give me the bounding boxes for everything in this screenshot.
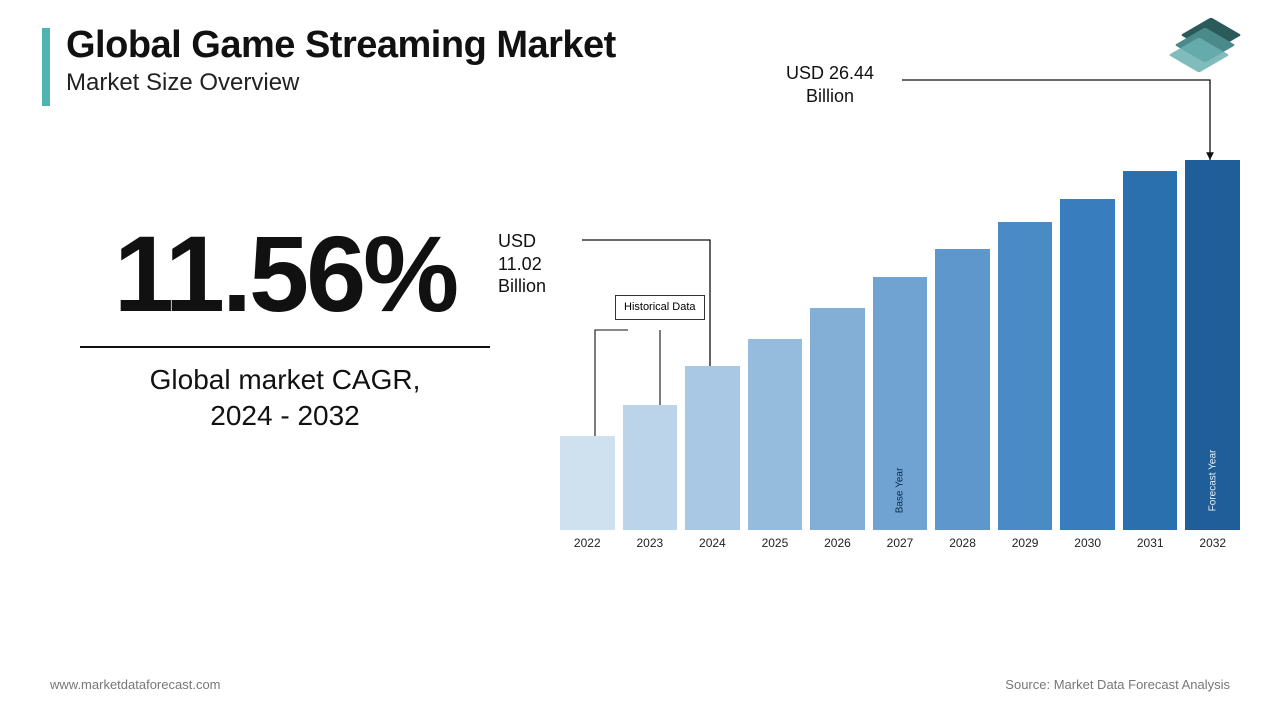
bar-rect-2031 xyxy=(1123,171,1178,530)
forecast-year-label: Forecast Year xyxy=(1207,450,1218,512)
bar-2031: 2031 xyxy=(1123,160,1178,550)
title-accent-bar xyxy=(42,28,50,106)
bar-rect-2027: Base Year xyxy=(873,277,928,531)
footer-source-url: www.marketdataforecast.com xyxy=(50,677,221,692)
bar-2026: 2026 xyxy=(810,160,865,550)
bar-rect-2030 xyxy=(1060,199,1115,531)
bar-rect-2029 xyxy=(998,222,1053,530)
bars-container: 2022 2023 2024 2025 2026 Base Year 2027 2028 202… xyxy=(560,160,1240,550)
bar-2028: 2028 xyxy=(935,160,990,550)
bar-rect-2032: Forecast Year xyxy=(1185,160,1240,530)
xlabel-2024: 2024 xyxy=(699,536,726,550)
cagr-label-line1: Global market CAGR, xyxy=(70,362,500,398)
xlabel-2023: 2023 xyxy=(636,536,663,550)
header: Global Game Streaming Market Market Size… xyxy=(42,24,616,97)
base-year-label: Base Year xyxy=(895,468,906,514)
page-subtitle: Market Size Overview xyxy=(66,69,616,97)
cagr-percentage: 11.56% xyxy=(70,220,500,328)
page-title: Global Game Streaming Market xyxy=(66,24,616,67)
bar-rect-2028 xyxy=(935,249,990,530)
brand-logo-icon xyxy=(1180,20,1240,70)
bar-rect-2022 xyxy=(560,436,615,530)
bar-2024: 2024 xyxy=(685,160,740,550)
footer-source-attribution: Source: Market Data Forecast Analysis xyxy=(1005,677,1230,692)
cagr-block: 11.56% Global market CAGR, 2024 - 2032 xyxy=(70,220,500,435)
bar-rect-2026 xyxy=(810,308,865,530)
bar-rect-2025 xyxy=(748,339,803,530)
xlabel-2027: 2027 xyxy=(887,536,914,550)
bar-2030: 2030 xyxy=(1060,160,1115,550)
xlabel-2022: 2022 xyxy=(574,536,601,550)
bar-2023: 2023 xyxy=(623,160,678,550)
bar-rect-2023 xyxy=(623,405,678,530)
market-size-bar-chart: 2022 2023 2024 2025 2026 Base Year 2027 2028 202… xyxy=(560,160,1240,580)
bar-2025: 2025 xyxy=(748,160,803,550)
xlabel-2028: 2028 xyxy=(949,536,976,550)
bar-2029: 2029 xyxy=(998,160,1053,550)
bar-2032: Forecast Year 2032 xyxy=(1185,160,1240,550)
xlabel-2030: 2030 xyxy=(1074,536,1101,550)
bar-rect-2024 xyxy=(685,366,740,530)
xlabel-2026: 2026 xyxy=(824,536,851,550)
xlabel-2032: 2032 xyxy=(1199,536,1226,550)
end-value-callout: USD 26.44 Billion xyxy=(760,62,900,107)
divider xyxy=(80,346,490,348)
bar-2027: Base Year 2027 xyxy=(873,160,928,550)
bar-2022: 2022 xyxy=(560,160,615,550)
xlabel-2025: 2025 xyxy=(762,536,789,550)
xlabel-2031: 2031 xyxy=(1137,536,1164,550)
xlabel-2029: 2029 xyxy=(1012,536,1039,550)
cagr-label-line2: 2024 - 2032 xyxy=(70,398,500,434)
